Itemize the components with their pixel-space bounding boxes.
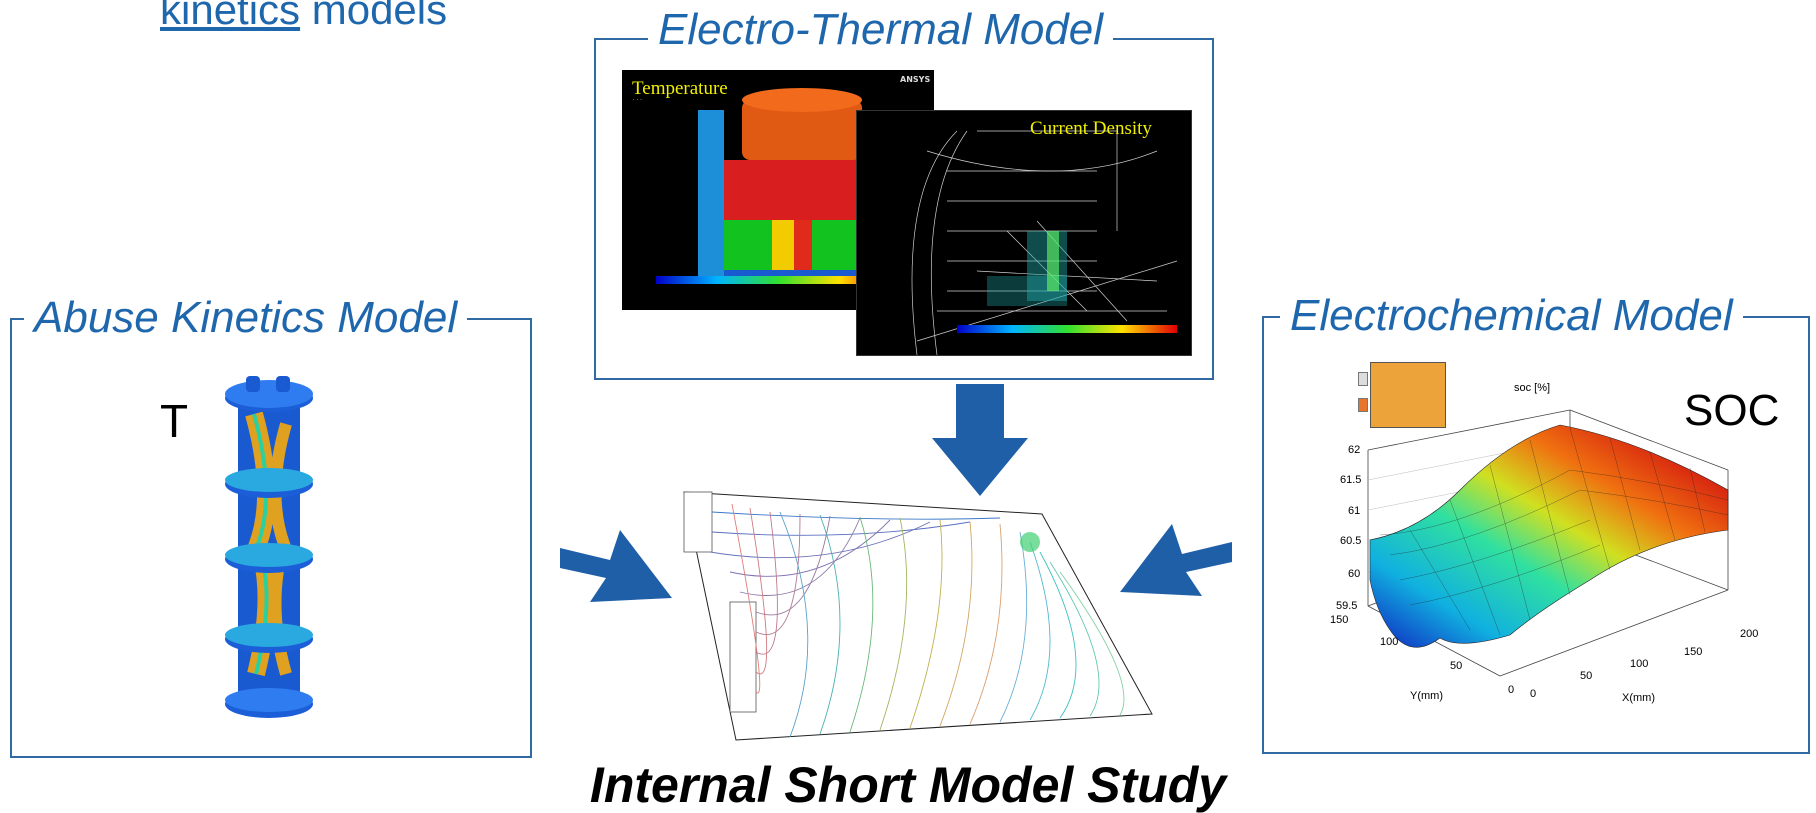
y-tick-50: 50 [1450,660,1463,672]
soc-label: SOC [1684,386,1780,435]
models-text: models [300,0,448,33]
temperature-simulation-image: ... [622,70,934,310]
x-tick-50: 50 [1580,670,1593,682]
internal-short-contour-plot [670,482,1160,760]
z-tick-62: 62 [1348,444,1361,456]
z-tick-60: 60 [1348,568,1361,580]
z-tick-61: 61 [1348,505,1361,517]
y-tick-150: 150 [1330,614,1349,626]
arrow-right [560,530,672,602]
temperature-t-label: T [160,395,189,447]
z-tick-60-5: 60.5 [1340,535,1362,547]
x-axis-label: X(mm) [1622,692,1655,704]
abuse-cylinder-image [196,374,342,722]
header-text: kinetics models [160,0,447,34]
electro-thermal-title: Electro-Thermal Model [648,8,1114,52]
x-tick-0: 0 [1530,688,1537,700]
arrow-down [932,384,1028,496]
diagram-title: Internal Short Model Study [589,757,1227,813]
z-tick-61-5: 61.5 [1340,474,1362,486]
current-density-label: Current Density [1030,118,1152,139]
svg-text:...: ... [632,95,643,102]
x-tick-150: 150 [1684,646,1703,658]
legend-swatch-box [1370,362,1446,428]
legend-marker-orange [1358,398,1368,412]
electrochemical-title: Electrochemical Model [1280,294,1743,338]
kinetics-link[interactable]: kinetics [160,0,301,33]
z-tick-59-5: 59.5 [1336,600,1358,612]
abuse-kinetics-title: Abuse Kinetics Model [24,296,468,340]
soc-plot-title: soc [%] [1514,382,1551,394]
temperature-label: Temperature [632,78,728,99]
current-density-simulation-image [856,110,1192,356]
ansys-logo: ANSYS [900,75,931,84]
soc-surface-plot [1310,380,1730,710]
y-axis-label: Y(mm) [1410,690,1443,702]
x-tick-200: 200 [1740,628,1759,640]
y-tick-0: 0 [1508,684,1515,696]
x-tick-100: 100 [1630,658,1649,670]
arrow-left [1120,524,1232,596]
legend-marker-gray [1358,372,1368,386]
y-tick-100: 100 [1380,636,1399,648]
